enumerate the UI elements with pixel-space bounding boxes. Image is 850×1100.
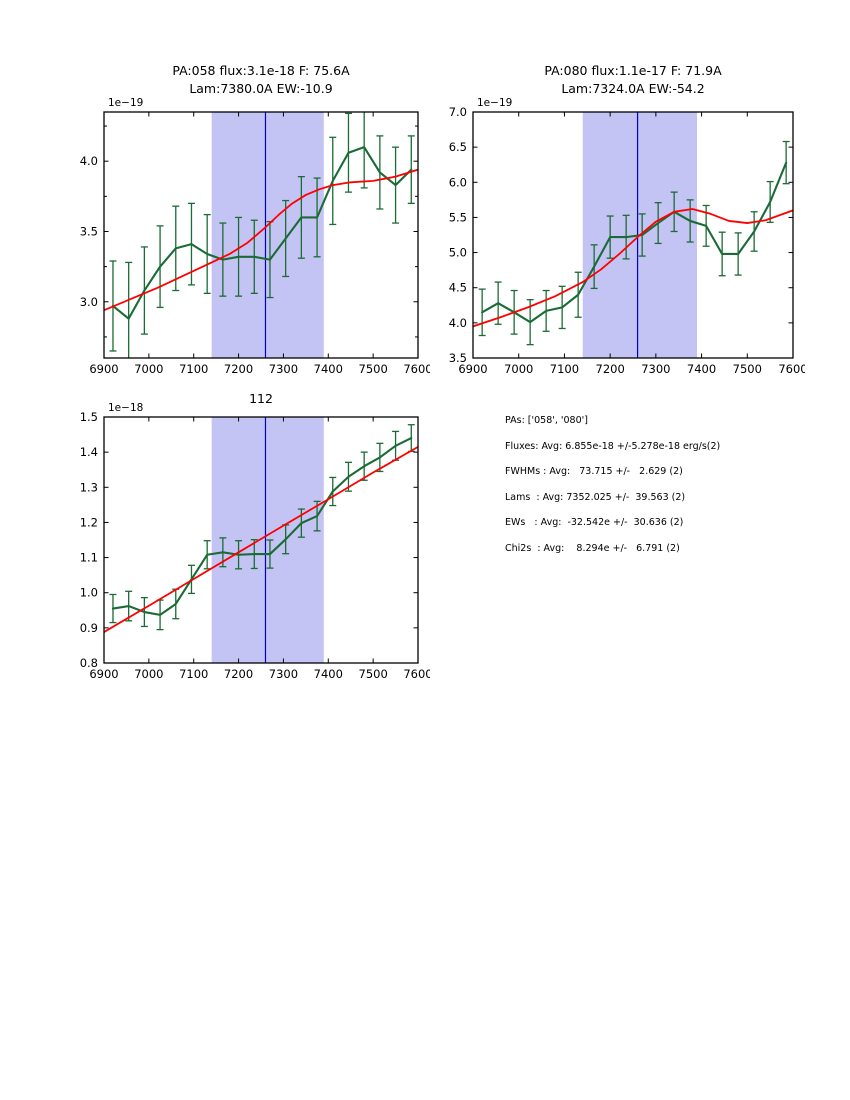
svg-text:7200: 7200: [224, 667, 253, 681]
svg-text:6900: 6900: [89, 362, 118, 376]
plot-panel-pa080: PA:080 flux:1.1e-17 F: 71.9A Lam:7324.0A …: [425, 60, 805, 400]
spectrum-data-line: [111, 437, 413, 616]
model-fit-line: [473, 208, 793, 328]
svg-text:7300: 7300: [269, 667, 298, 681]
svg-text:7600: 7600: [403, 667, 430, 681]
svg-text:5.5: 5.5: [449, 210, 467, 224]
axes-frame: [103, 416, 419, 664]
svg-text:7500: 7500: [359, 362, 388, 376]
svg-text:7300: 7300: [641, 362, 670, 376]
svg-text:6900: 6900: [89, 667, 118, 681]
plot-panel-combined: 112 1e−18 6900 7000 7100 7200 7300 7400 7500 7600…: [60, 385, 430, 705]
svg-text:1.2: 1.2: [80, 515, 98, 529]
svg-text:1.4: 1.4: [80, 445, 98, 459]
svg-text:6900: 6900: [458, 362, 487, 376]
plot-svg: PA:058 flux:3.1e-18 F: 75.6A Lam:7380.0A …: [80, 63, 430, 376]
plot-title-line2: Lam:7324.0A EW:-54.2: [561, 81, 704, 96]
axes-frame: [103, 111, 419, 359]
svg-text:7200: 7200: [596, 362, 625, 376]
svg-text:1.1: 1.1: [80, 551, 98, 565]
svg-text:4.0: 4.0: [80, 154, 98, 168]
svg-text:0.9: 0.9: [80, 621, 98, 635]
svg-text:7500: 7500: [359, 667, 388, 681]
svg-text:1.5: 1.5: [80, 410, 98, 424]
svg-text:7600: 7600: [403, 362, 430, 376]
summary-line-ews: EWs : Avg: -32.542e +/- 30.636 (2): [505, 517, 684, 528]
axes-frame: [472, 111, 794, 359]
plot-title-line1: 112: [249, 391, 273, 406]
svg-text:7300: 7300: [269, 362, 298, 376]
spectrum-data-line: [111, 146, 413, 320]
svg-text:7000: 7000: [134, 667, 163, 681]
svg-text:7400: 7400: [314, 362, 343, 376]
plot-title-line1: PA:080 flux:1.1e-17 F: 71.9A: [544, 63, 722, 78]
svg-text:7600: 7600: [778, 362, 805, 376]
svg-text:7400: 7400: [687, 362, 716, 376]
svg-text:7.0: 7.0: [449, 105, 467, 119]
svg-text:0.8: 0.8: [80, 656, 98, 670]
svg-text:7100: 7100: [550, 362, 579, 376]
svg-text:3.5: 3.5: [80, 224, 98, 238]
svg-text:7400: 7400: [314, 667, 343, 681]
svg-text:7200: 7200: [224, 362, 253, 376]
svg-text:4.0: 4.0: [449, 316, 467, 330]
spectrum-data-line: [481, 161, 788, 324]
svg-text:1.3: 1.3: [80, 480, 98, 494]
y-axis-offset-label: 1e−18: [108, 402, 143, 414]
svg-text:1.0: 1.0: [80, 586, 98, 600]
summary-text-block: PAs: ['058', '080'] Fluxes: Avg: 6.855e-…: [505, 415, 835, 605]
svg-text:3.5: 3.5: [449, 351, 467, 365]
svg-text:4.5: 4.5: [449, 281, 467, 295]
svg-text:7000: 7000: [504, 362, 533, 376]
model-fit-line: [104, 445, 418, 633]
svg-text:7100: 7100: [179, 362, 208, 376]
wavelength-band-highlight: [211, 112, 324, 358]
svg-text:5.0: 5.0: [449, 246, 467, 260]
summary-line-fwhms: FWHMs : Avg: 73.715 +/- 2.629 (2): [505, 466, 683, 477]
svg-text:7500: 7500: [733, 362, 762, 376]
plot-svg: 112 1e−18 6900 7000 7100 7200 7300 7400 7500 7600…: [80, 391, 430, 681]
svg-text:6.0: 6.0: [449, 175, 467, 189]
summary-line-lams: Lams : Avg: 7352.025 +/- 39.563 (2): [505, 491, 686, 503]
axis-ticks: 6900 7000 7100 7200 7300 7400 7500 7600 0.8 0.9 1.…: [80, 410, 430, 681]
svg-text:7100: 7100: [179, 667, 208, 681]
svg-text:6.5: 6.5: [449, 140, 467, 154]
model-fit-line: [104, 168, 418, 312]
axis-ticks: 6900 7000 7100 7200 7300 7400 7500 7600 3.0 3.5 4.…: [80, 112, 430, 376]
y-axis-offset-label: 1e−19: [108, 97, 143, 109]
svg-text:7000: 7000: [134, 362, 163, 376]
plot-title-line1: PA:058 flux:3.1e-18 F: 75.6A: [172, 63, 350, 78]
plot-panel-pa058: PA:058 flux:3.1e-18 F: 75.6A Lam:7380.0A …: [60, 60, 430, 400]
plot-title-line2: Lam:7380.0A EW:-10.9: [189, 81, 332, 96]
svg-text:3.0: 3.0: [80, 295, 98, 309]
summary-line-fluxes: Fluxes: Avg: 6.855e-18 +/-5.278e-18 erg/…: [505, 440, 721, 452]
y-axis-offset-label: 1e−19: [477, 97, 512, 109]
summary-line-pas: PAs: ['058', '080']: [505, 415, 588, 426]
summary-line-chi2s: Chi2s : Avg: 8.294e +/- 6.791 (2): [505, 542, 680, 554]
plot-svg: PA:080 flux:1.1e-17 F: 71.9A Lam:7324.0A …: [449, 63, 805, 376]
